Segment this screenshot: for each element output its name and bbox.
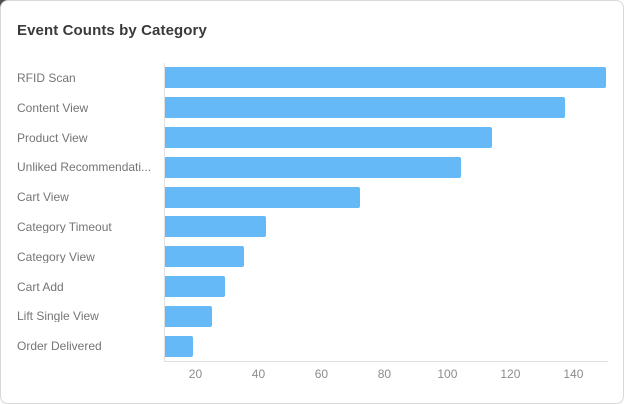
bar bbox=[165, 335, 194, 357]
category-label: RFID Scan bbox=[17, 71, 76, 84]
category-label: Cart Add bbox=[17, 280, 64, 293]
bar bbox=[165, 276, 225, 297]
x-tick-label: 80 bbox=[377, 367, 392, 381]
x-tick-label: 140 bbox=[563, 367, 584, 381]
category-label: Unliked Recommendati... bbox=[17, 161, 152, 174]
category-label: Cart View bbox=[17, 191, 69, 204]
category-label: Category Timeout bbox=[17, 220, 112, 233]
category-axis: RFID Scan Content View Product View Unliked… bbox=[17, 63, 161, 361]
x-axis-tick-labels: 20 40 60 80 100 120 140 bbox=[164, 367, 608, 383]
bar bbox=[165, 156, 461, 178]
x-tick-label: 60 bbox=[314, 367, 329, 381]
bar bbox=[165, 186, 361, 208]
y-axis-line bbox=[164, 63, 165, 361]
category-label: Category View bbox=[17, 250, 95, 263]
bar bbox=[165, 305, 213, 327]
plot-area bbox=[164, 63, 608, 362]
x-tick-label: 100 bbox=[437, 367, 458, 381]
category-label: Content View bbox=[17, 101, 89, 114]
bar bbox=[165, 127, 493, 148]
x-tick-label: 40 bbox=[251, 367, 266, 381]
category-label: Lift Single View bbox=[17, 310, 99, 323]
x-tick-label: 20 bbox=[188, 367, 203, 381]
bar bbox=[165, 216, 266, 238]
category-label: Order Delivered bbox=[17, 340, 102, 353]
x-axis-line bbox=[164, 361, 608, 362]
x-tick-label: 120 bbox=[500, 367, 521, 381]
bar bbox=[165, 246, 244, 268]
chart-title: Event Counts by Category bbox=[17, 22, 207, 39]
bar bbox=[165, 67, 606, 89]
category-label: Product View bbox=[17, 131, 88, 144]
bar bbox=[165, 97, 565, 119]
